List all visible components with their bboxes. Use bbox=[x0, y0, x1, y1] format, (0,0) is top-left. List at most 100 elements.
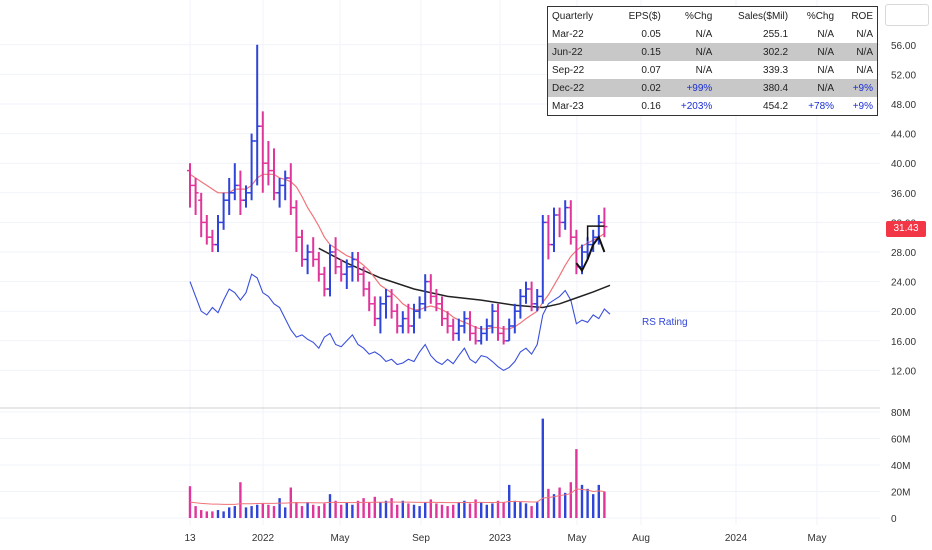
table-cell: Sep-22 bbox=[552, 64, 585, 76]
header-quarterly: Quarterly bbox=[552, 10, 594, 22]
ohlc-bar bbox=[483, 318, 490, 341]
moving-average-short bbox=[189, 173, 605, 330]
ohlc-bar bbox=[276, 178, 283, 208]
volume-bar bbox=[384, 500, 388, 518]
time-tick-label: May bbox=[808, 533, 827, 544]
time-tick-label: 2022 bbox=[252, 533, 275, 544]
table-cell: 0.05 bbox=[641, 28, 661, 40]
volume-bar bbox=[592, 494, 595, 518]
ohlc-bar bbox=[254, 44, 261, 186]
ohlc-bar bbox=[444, 311, 451, 334]
volume-bar bbox=[233, 506, 236, 518]
ohlc-bar bbox=[237, 170, 244, 215]
price-tick-label: 20.00 bbox=[891, 307, 916, 318]
ma-long-line bbox=[318, 247, 611, 309]
rs-line-path bbox=[189, 273, 611, 372]
volume-bars bbox=[188, 418, 606, 518]
ma-short-line bbox=[189, 173, 605, 330]
ohlc-bar bbox=[282, 170, 289, 201]
ohlc-bar bbox=[545, 215, 552, 260]
ohlc-bar bbox=[299, 229, 305, 267]
volume-bar bbox=[552, 494, 556, 518]
price-tick-label: 48.00 bbox=[891, 100, 916, 111]
price-tick-label: 24.00 bbox=[891, 278, 916, 289]
time-tick-label: May bbox=[568, 533, 587, 544]
volume-bar bbox=[351, 504, 354, 518]
ohlc-bar bbox=[562, 200, 569, 230]
table-cell: N/A bbox=[856, 28, 873, 40]
cup-handle-annotation bbox=[575, 225, 606, 273]
table-row: Dec-22 0.02 +99% 380.4 N/A +9% bbox=[547, 79, 878, 97]
price-tick-label: 16.00 bbox=[891, 337, 916, 348]
chart-settings-button[interactable] bbox=[885, 4, 929, 26]
volume-bar bbox=[580, 484, 584, 518]
volume-bar bbox=[463, 500, 466, 518]
volume-bar bbox=[480, 502, 483, 518]
table-cell: 0.07 bbox=[641, 64, 661, 76]
ohlc-bar bbox=[534, 289, 541, 312]
volume-bar bbox=[261, 503, 264, 518]
volume-bar bbox=[272, 506, 276, 518]
table-cell: 0.02 bbox=[612, 79, 665, 97]
table-cell: +78% bbox=[808, 100, 835, 112]
ohlc-bar bbox=[226, 178, 233, 215]
ohlc-bar bbox=[198, 192, 205, 238]
volume-bar bbox=[323, 503, 326, 518]
ohlc-bar bbox=[478, 326, 485, 345]
ohlc-bar bbox=[411, 303, 417, 334]
volume-bar bbox=[256, 504, 259, 518]
volume-bar bbox=[328, 494, 332, 518]
volume-tick-label: 0 bbox=[891, 514, 897, 525]
table-header-row: Quarterly EPS($) %Chg Sales($Mil) %Chg R… bbox=[548, 7, 878, 26]
volume-bar bbox=[440, 504, 444, 518]
ohlc-bar bbox=[517, 289, 524, 319]
volume-bar bbox=[429, 499, 432, 518]
volume-bar bbox=[491, 503, 494, 518]
ohlc-bar bbox=[209, 229, 216, 252]
table-cell: Mar-22 bbox=[552, 28, 584, 40]
ohlc-bar bbox=[439, 296, 445, 326]
volume-bar bbox=[390, 498, 393, 518]
price-axis-labels: 56.0052.0048.0044.0040.0036.0032.0028.00… bbox=[891, 41, 916, 378]
ohlc-bar bbox=[567, 200, 574, 245]
ohlc-bar bbox=[192, 178, 199, 215]
horizontal-gridlines bbox=[0, 44, 880, 519]
ohlc-bar bbox=[248, 133, 255, 201]
ohlc-bar bbox=[304, 244, 311, 275]
ohlc-bar bbox=[338, 259, 345, 282]
ohlc-bar bbox=[366, 281, 373, 312]
volume-bar bbox=[401, 500, 404, 518]
volume-bar bbox=[558, 487, 561, 518]
ohlc-bar bbox=[523, 281, 529, 304]
volume-moving-average bbox=[189, 488, 605, 505]
volume-bar bbox=[211, 511, 214, 518]
table-cell: N/A bbox=[817, 28, 835, 40]
volume-tick-label: 60M bbox=[891, 435, 910, 446]
ohlc-bar bbox=[220, 192, 227, 230]
table-row: Sep-22 0.07 N/A 339.3 N/A N/A bbox=[548, 61, 878, 79]
volume-bar bbox=[569, 482, 572, 518]
volume-bar bbox=[502, 502, 505, 518]
volume-bar bbox=[278, 498, 281, 518]
volume-bar bbox=[267, 504, 270, 518]
volume-bar bbox=[222, 511, 225, 518]
header-eps-change: %Chg bbox=[685, 10, 713, 22]
table-cell: 0.15 bbox=[612, 43, 665, 61]
time-tick-label: 2023 bbox=[489, 533, 512, 544]
table-cell: +9% bbox=[838, 79, 878, 97]
volume-bar bbox=[356, 500, 360, 518]
table-cell: Dec-22 bbox=[547, 79, 613, 97]
ohlc-bar bbox=[528, 281, 535, 312]
volume-bar bbox=[424, 502, 427, 518]
volume-bar bbox=[373, 496, 376, 518]
table-cell: N/A bbox=[838, 43, 878, 61]
volume-bar bbox=[284, 507, 287, 518]
volume-bar bbox=[564, 492, 567, 518]
volume-bar bbox=[396, 504, 399, 518]
ohlc-bar bbox=[467, 311, 473, 341]
ohlc-bar bbox=[405, 303, 412, 334]
ohlc-bar bbox=[427, 274, 434, 304]
volume-bar bbox=[474, 499, 477, 518]
price-tick-label: 12.00 bbox=[891, 366, 916, 377]
ohlc-bar bbox=[551, 207, 557, 252]
